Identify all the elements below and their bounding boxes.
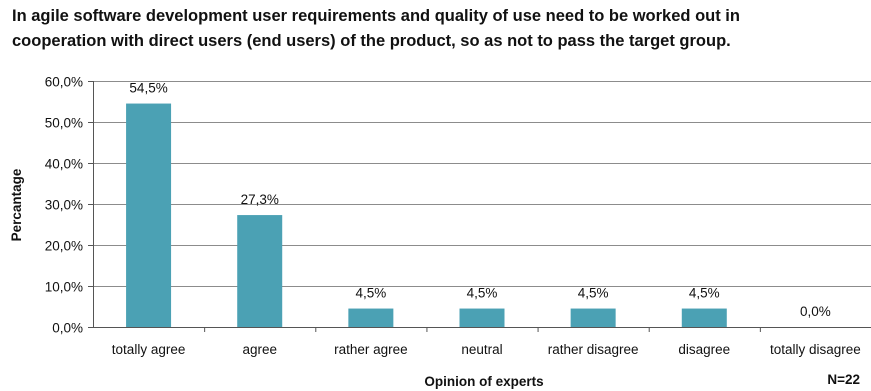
y-tick-label: 50,0% [45, 116, 83, 131]
y-tick-label: 0,0% [52, 321, 83, 336]
x-tick-label: agree [242, 342, 277, 357]
x-tick-label: rather disagree [548, 342, 639, 357]
data-label: 4,5% [689, 286, 720, 301]
x-tick-label: neutral [461, 342, 502, 357]
bar [459, 308, 505, 327]
x-axis-ticks: totally agree agree rather agree neutral rat… [112, 327, 861, 357]
bar [681, 308, 727, 327]
sample-size-note: N=22 [827, 372, 860, 387]
data-label: 27,3% [241, 192, 279, 207]
y-tick-label: 20,0% [45, 239, 83, 254]
y-tick-label: 30,0% [45, 198, 83, 213]
bars [126, 103, 727, 327]
y-axis-ticks: 0,0% 10,0% 20,0% 30,0% 40,0% 50,0% 60,0% [45, 75, 93, 336]
x-tick-label: rather agree [334, 342, 408, 357]
x-tick-label: totally agree [112, 342, 186, 357]
chart-title-line-1: In agile software development user requi… [12, 7, 740, 25]
y-tick-label: 10,0% [45, 280, 83, 295]
bar [126, 103, 172, 327]
x-axis-label: Opinion of experts [424, 374, 543, 389]
y-axis-label: Percantage [9, 168, 24, 241]
gridlines [93, 81, 871, 328]
data-labels: 54,5% 27,3% 4,5% 4,5% 4,5% 4,5% 0,0% [129, 81, 830, 319]
data-label: 0,0% [800, 304, 831, 319]
chart-title: In agile software development user requi… [12, 4, 862, 54]
y-tick-label: 40,0% [45, 157, 83, 172]
data-label: 4,5% [467, 286, 498, 301]
y-tick-label: 60,0% [45, 75, 83, 90]
x-tick-label: totally disagree [770, 342, 861, 357]
bar [237, 215, 283, 327]
data-label: 54,5% [129, 81, 167, 96]
data-label: 4,5% [578, 286, 609, 301]
bar [348, 308, 394, 327]
chart-title-line-2: cooperation with direct users (end users… [12, 32, 731, 50]
bar [570, 308, 616, 327]
x-tick-label: disagree [678, 342, 730, 357]
data-label: 4,5% [355, 286, 386, 301]
